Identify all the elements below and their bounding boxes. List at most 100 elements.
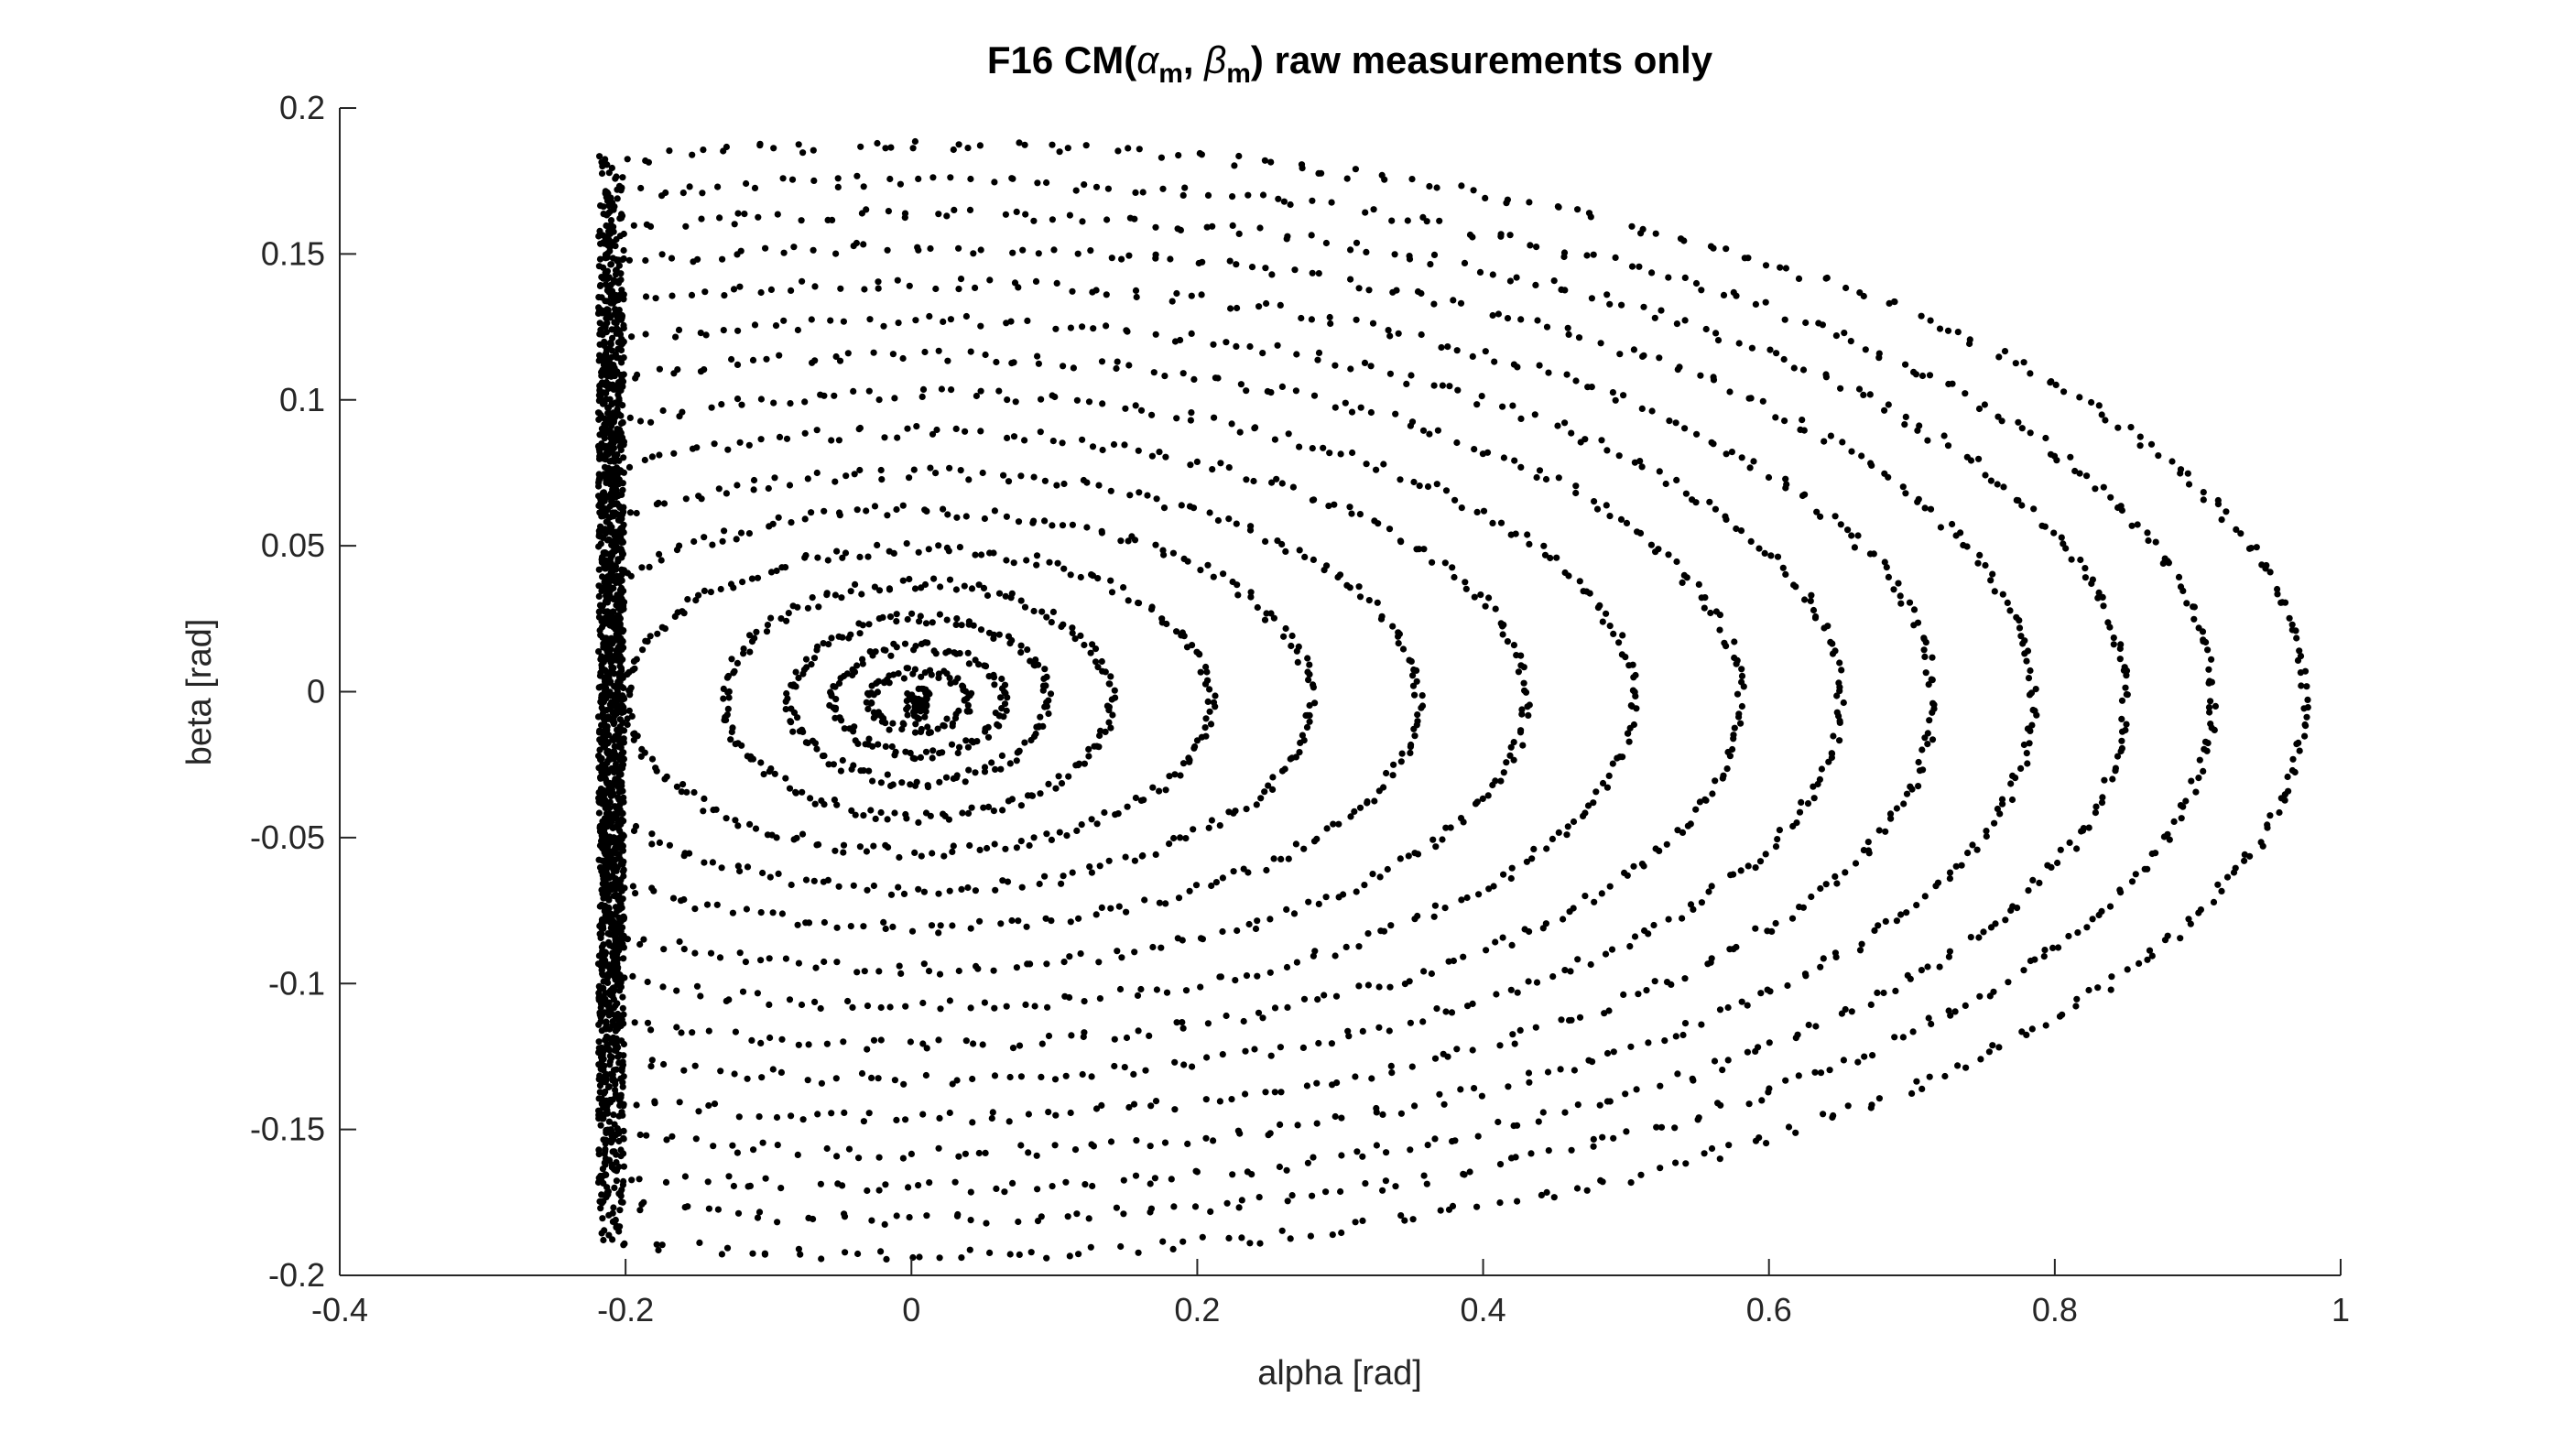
data-point: [1966, 336, 1973, 343]
data-point: [1723, 765, 1731, 773]
data-point: [831, 797, 839, 804]
data-point: [606, 1061, 614, 1068]
data-point: [1453, 439, 1461, 447]
data-point: [1032, 277, 1040, 285]
data-point: [603, 396, 610, 403]
data-point: [818, 1255, 825, 1263]
data-point: [1545, 1147, 1552, 1155]
data-point: [1158, 615, 1166, 623]
data-point: [881, 678, 888, 686]
data-point: [1074, 250, 1081, 257]
data-point: [1509, 402, 1516, 409]
data-point: [1037, 713, 1044, 721]
data-point: [1918, 372, 1927, 380]
data-point: [686, 183, 693, 190]
data-point: [1470, 187, 1477, 194]
data-point: [956, 743, 963, 751]
data-point: [1469, 1000, 1476, 1007]
data-point: [943, 715, 951, 722]
data-point: [886, 175, 894, 183]
data-point: [867, 689, 875, 697]
title-alpha-symbol: α: [1136, 38, 1159, 81]
data-point: [2210, 898, 2218, 906]
data-point: [773, 1113, 781, 1122]
data-point: [2253, 544, 2260, 551]
x-tick-label: 0: [902, 1291, 920, 1328]
data-point: [916, 618, 923, 625]
data-point: [908, 610, 916, 617]
data-point: [2200, 496, 2207, 504]
data-point: [1508, 941, 1516, 949]
data-point: [1636, 263, 1643, 270]
data-point: [811, 998, 819, 1005]
data-point: [1219, 874, 1226, 882]
data-point: [598, 664, 605, 672]
data-point: [1236, 1130, 1244, 1137]
data-point: [1068, 1032, 1075, 1039]
data-point: [1887, 815, 1895, 822]
data-point: [1954, 1062, 1962, 1069]
data-point: [915, 1182, 922, 1189]
data-point: [2205, 704, 2213, 711]
data-point: [1075, 1251, 1082, 1258]
data-point: [1199, 1233, 1206, 1241]
data-point: [1525, 1069, 1533, 1077]
data-point: [2293, 634, 2300, 642]
data-point: [1648, 407, 1656, 415]
data-point: [895, 884, 902, 891]
data-point: [2298, 682, 2305, 689]
data-point: [919, 999, 927, 1007]
data-point: [988, 759, 995, 766]
data-point: [2233, 526, 2240, 534]
data-point: [757, 436, 765, 443]
data-point: [1250, 477, 1257, 485]
data-point: [721, 292, 728, 299]
data-point: [1032, 730, 1039, 738]
data-point: [1139, 851, 1147, 860]
data-point: [1893, 917, 1900, 925]
data-point: [1958, 862, 1965, 869]
data-point: [1310, 681, 1317, 688]
data-point: [744, 863, 752, 871]
data-point: [1049, 1183, 1056, 1190]
data-point: [1710, 440, 1717, 448]
data-point: [927, 244, 934, 253]
data-point: [1895, 580, 1902, 587]
data-point: [1656, 354, 1663, 362]
data-point: [1693, 430, 1701, 438]
data-point: [2109, 775, 2116, 783]
data-point: [1926, 1073, 1933, 1080]
data-point: [767, 286, 776, 293]
data-point: [728, 355, 735, 363]
data-point: [805, 919, 813, 927]
data-point: [1003, 320, 1010, 327]
data-point: [1079, 323, 1086, 331]
data-point: [604, 1045, 613, 1052]
data-point: [1031, 1003, 1038, 1010]
data-point: [850, 882, 857, 889]
data-point: [749, 356, 757, 363]
data-point: [802, 876, 810, 884]
data-point: [1543, 1188, 1550, 1196]
data-point: [1735, 340, 1743, 347]
data-point: [613, 1177, 621, 1185]
data-point: [1785, 1123, 1793, 1131]
data-point: [2207, 698, 2214, 705]
data-point: [880, 646, 887, 654]
data-point: [714, 183, 722, 190]
data-point: [1827, 432, 1834, 439]
data-point: [1169, 549, 1177, 557]
data-point: [620, 371, 627, 378]
data-point: [1744, 1048, 1751, 1056]
data-point: [608, 916, 615, 925]
data-point: [613, 936, 620, 943]
data-point: [1817, 1069, 1825, 1077]
data-point: [725, 996, 733, 1003]
data-point: [616, 1207, 624, 1214]
data-point: [1160, 504, 1168, 512]
data-point: [1392, 410, 1399, 417]
data-point: [1509, 1031, 1516, 1038]
data-point: [1001, 1188, 1008, 1196]
data-point: [755, 1209, 764, 1216]
data-point: [838, 594, 845, 602]
